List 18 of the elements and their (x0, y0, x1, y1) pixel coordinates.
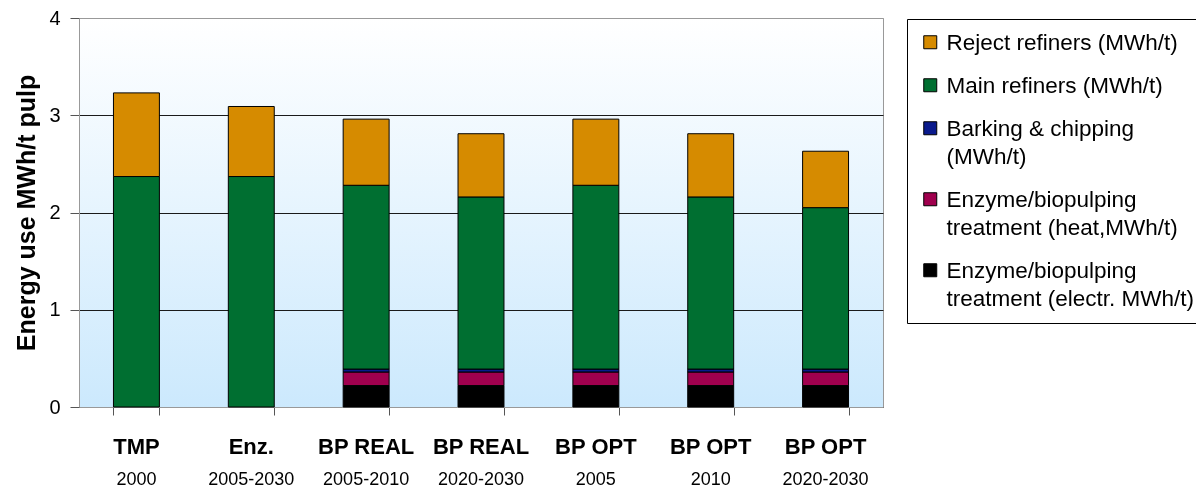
legend-label: Barking & chipping (MWh/t) (946, 116, 1135, 170)
y-tick-label: 3 (49, 103, 61, 126)
y-tick-label: 1 (49, 298, 61, 321)
legend-label: Main refiners (MWh/t) (946, 73, 1163, 99)
y-tick-label: 0 (49, 395, 61, 418)
category-label: BP REAL 2020-2030 (432, 434, 530, 489)
category-label: BP OPT 2010 (669, 434, 752, 489)
y-tick-label: 4 (49, 6, 61, 29)
y-tick-label: 2 (49, 201, 61, 223)
category-label: BP OPT 2005 (555, 434, 637, 489)
legend-label: Enzyme/biopulping treatment (electr. MWh/t) (946, 258, 1195, 312)
category-label: BP OPT 2020-2030 (782, 434, 869, 489)
category-label: TMP 2000 (113, 434, 160, 489)
category-label: Enz. 2005-2030 (208, 434, 295, 489)
y-axis-title: Energy use MWh/t pulp (12, 74, 41, 352)
legend-label: Reject refiners (MWh/t) (946, 30, 1178, 56)
category-label: BP REAL 2005-2010 (318, 434, 415, 489)
legend-label: Enzyme/biopulping treatment (heat,MWh/t) (946, 187, 1178, 241)
